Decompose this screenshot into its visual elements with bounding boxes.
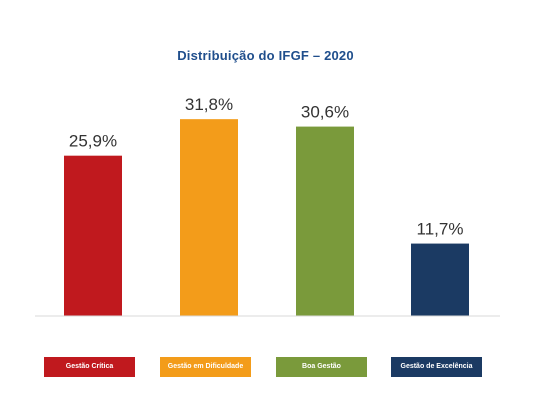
bar-4 — [411, 243, 469, 316]
bar-1 — [64, 155, 122, 316]
data-label-2: 31,8% — [185, 95, 233, 114]
legend-item-3: Boa Gestão — [276, 357, 367, 377]
data-label-3: 30,6% — [301, 103, 349, 122]
bar-3 — [296, 126, 354, 316]
data-label-4: 11,7% — [417, 220, 464, 239]
data-label-1: 25,9% — [69, 132, 117, 151]
chart-title: Distribuição do IFGF – 2020 — [177, 48, 354, 63]
legend-item-4: Gestão de Excelência — [391, 357, 482, 377]
legend-item-2: Gestão em Dificuldade — [160, 357, 251, 377]
bar-2 — [180, 119, 238, 317]
legend-item-1: Gestão Crítica — [44, 357, 135, 377]
legend: Gestão Crítica Gestão em Dificuldade Boa G… — [0, 357, 551, 377]
